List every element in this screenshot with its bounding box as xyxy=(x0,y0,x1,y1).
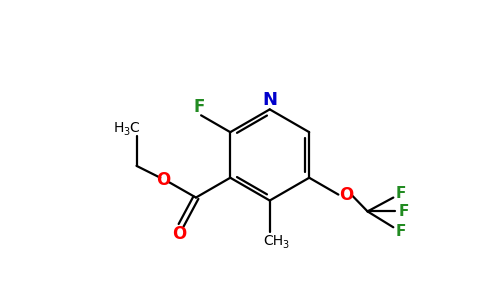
Text: N: N xyxy=(262,92,277,110)
Text: CH: CH xyxy=(264,234,284,248)
Text: O: O xyxy=(156,171,170,189)
Text: H: H xyxy=(113,121,124,135)
Text: C: C xyxy=(130,121,139,135)
Text: F: F xyxy=(396,186,407,201)
Text: F: F xyxy=(194,98,205,116)
Text: O: O xyxy=(339,186,353,204)
Text: O: O xyxy=(172,225,186,243)
Text: 3: 3 xyxy=(123,127,130,137)
Text: 3: 3 xyxy=(283,240,288,250)
Text: F: F xyxy=(399,204,409,219)
Text: F: F xyxy=(396,224,407,239)
